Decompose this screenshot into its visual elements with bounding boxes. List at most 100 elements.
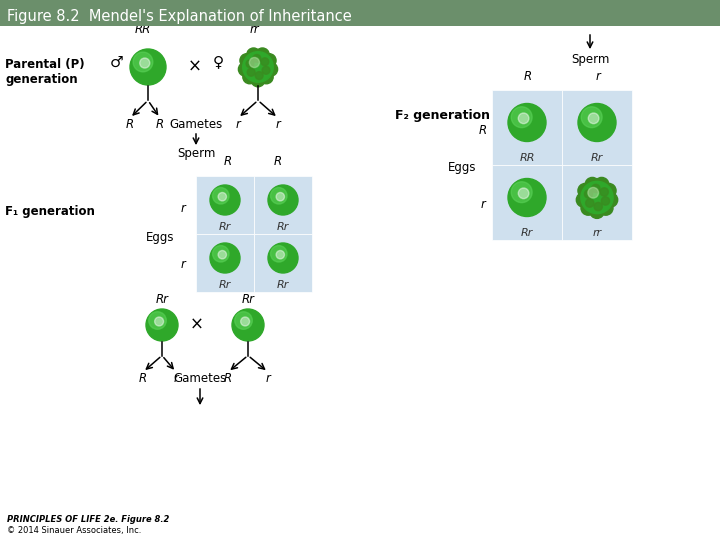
Circle shape (249, 57, 259, 68)
Text: Rr: Rr (219, 222, 231, 232)
Text: Rr: Rr (591, 153, 603, 163)
Circle shape (602, 184, 616, 198)
Circle shape (592, 184, 600, 193)
Text: r: r (174, 373, 179, 386)
Circle shape (578, 104, 616, 141)
Circle shape (595, 178, 609, 192)
Circle shape (581, 181, 613, 214)
Circle shape (240, 53, 253, 68)
Circle shape (255, 72, 263, 79)
Text: Eggs: Eggs (448, 161, 476, 174)
Text: Rr: Rr (521, 228, 534, 238)
FancyBboxPatch shape (254, 176, 312, 234)
Text: © 2014 Sinauer Associates, Inc.: © 2014 Sinauer Associates, Inc. (7, 525, 141, 535)
Text: Eggs: Eggs (145, 231, 174, 244)
Circle shape (232, 309, 264, 341)
Circle shape (585, 190, 593, 198)
FancyBboxPatch shape (196, 176, 254, 234)
Circle shape (218, 251, 227, 259)
Circle shape (256, 48, 269, 62)
Circle shape (581, 107, 602, 127)
Circle shape (508, 104, 546, 141)
FancyBboxPatch shape (492, 90, 562, 165)
Text: RR: RR (519, 153, 535, 163)
Circle shape (262, 53, 276, 68)
Text: Sperm: Sperm (571, 53, 609, 66)
Text: Rr: Rr (276, 222, 289, 232)
Circle shape (588, 187, 598, 198)
Text: F₂ generation: F₂ generation (395, 109, 490, 122)
Text: Gametes: Gametes (174, 373, 227, 386)
Circle shape (253, 55, 261, 63)
Circle shape (243, 52, 274, 82)
Circle shape (518, 113, 529, 124)
Circle shape (259, 70, 273, 84)
Circle shape (240, 317, 250, 326)
Circle shape (511, 182, 532, 202)
Text: R: R (479, 124, 487, 137)
Circle shape (590, 204, 604, 218)
Text: R: R (139, 373, 147, 386)
Circle shape (576, 193, 590, 207)
Text: r: r (181, 201, 186, 214)
Circle shape (603, 193, 618, 207)
Circle shape (212, 246, 229, 262)
Circle shape (508, 179, 546, 217)
Circle shape (585, 199, 594, 207)
Circle shape (210, 185, 240, 215)
Circle shape (268, 185, 298, 215)
Circle shape (585, 178, 600, 192)
Text: r: r (266, 373, 271, 386)
Circle shape (149, 312, 166, 329)
FancyBboxPatch shape (0, 0, 720, 26)
FancyBboxPatch shape (196, 234, 254, 292)
Text: Rr: Rr (156, 293, 168, 306)
Text: Rr: Rr (219, 280, 231, 290)
Text: Rr: Rr (276, 280, 289, 290)
Text: r: r (276, 118, 280, 131)
Text: r: r (235, 118, 240, 131)
Text: ♂: ♂ (110, 55, 124, 70)
Circle shape (588, 113, 599, 124)
Circle shape (581, 201, 595, 215)
Text: PRINCIPLES OF LIFE 2e. Figure 8.2: PRINCIPLES OF LIFE 2e. Figure 8.2 (7, 516, 169, 524)
Text: r: r (480, 199, 485, 212)
Circle shape (276, 251, 284, 259)
Text: ×: × (190, 316, 204, 334)
Circle shape (271, 246, 287, 262)
FancyBboxPatch shape (562, 165, 632, 240)
Circle shape (251, 73, 265, 87)
Circle shape (261, 58, 269, 66)
Text: r: r (181, 259, 186, 272)
Circle shape (246, 60, 254, 68)
Text: F₁ generation: F₁ generation (5, 206, 95, 219)
Circle shape (264, 63, 278, 76)
Text: R: R (224, 373, 232, 386)
Circle shape (212, 187, 229, 204)
Circle shape (210, 243, 240, 273)
Text: R: R (224, 155, 232, 168)
Circle shape (133, 52, 153, 72)
Text: rr: rr (249, 23, 259, 36)
Text: R: R (274, 155, 282, 168)
Text: R: R (126, 118, 134, 131)
Text: Sperm: Sperm (177, 147, 215, 160)
Text: RR: RR (135, 23, 151, 36)
Circle shape (247, 68, 255, 76)
Text: Figure 8.2  Mendel's Explanation of Inheritance: Figure 8.2 Mendel's Explanation of Inher… (7, 9, 352, 24)
Text: ×: × (188, 58, 202, 76)
Text: Rr: Rr (241, 293, 254, 306)
Text: ♀: ♀ (212, 55, 224, 70)
FancyBboxPatch shape (254, 234, 312, 292)
Text: r: r (595, 70, 600, 83)
Circle shape (511, 107, 532, 127)
Text: rr: rr (593, 228, 602, 238)
Text: R: R (156, 118, 164, 131)
Text: Parental (P)
generation: Parental (P) generation (5, 58, 85, 86)
Circle shape (271, 187, 287, 204)
Circle shape (247, 48, 261, 62)
Circle shape (218, 192, 227, 201)
FancyBboxPatch shape (492, 165, 562, 240)
Circle shape (262, 66, 270, 75)
FancyBboxPatch shape (562, 90, 632, 165)
